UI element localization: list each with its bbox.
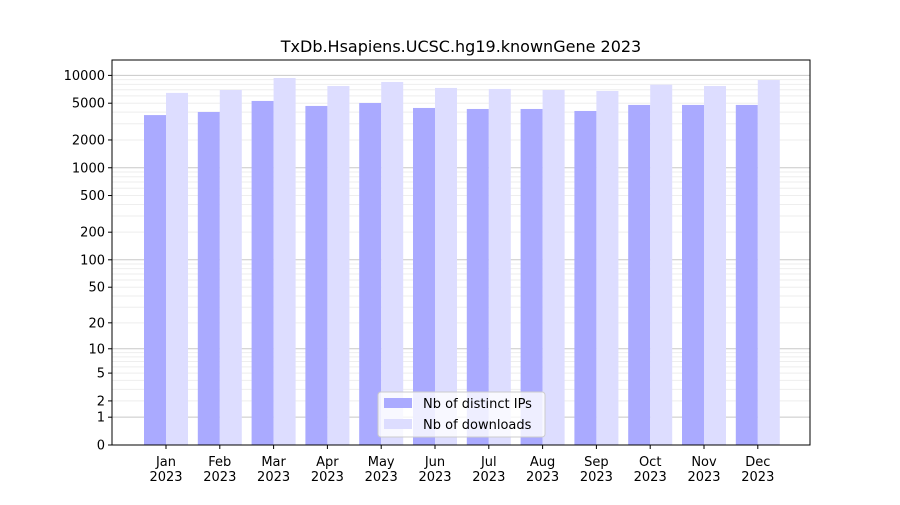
x-tick-label: 2023: [472, 470, 505, 485]
x-tick-label: May: [368, 455, 395, 470]
x-tick-label: Jan: [155, 455, 176, 470]
x-tick-label: Sep: [584, 455, 609, 470]
bar-downloads-9: [650, 84, 673, 446]
bar-ips-9: [628, 104, 651, 445]
x-tick-label: 2023: [311, 470, 344, 485]
bar-ips-7: [520, 108, 543, 445]
x-tick-label: Aug: [530, 455, 555, 470]
x-tick-label: Jul: [480, 455, 497, 470]
x-tick-label: Oct: [639, 455, 661, 470]
bar-downloads-8: [596, 90, 619, 445]
x-tick-label: Apr: [316, 455, 339, 470]
y-tick-label: 10: [88, 342, 105, 357]
bar-ips-1: [197, 111, 220, 445]
legend-swatch: [384, 419, 412, 429]
bar-downloads-2: [273, 78, 296, 445]
bar-ips-11: [735, 104, 758, 445]
x-tick-label: 2023: [741, 470, 774, 485]
bar-ips-4: [359, 102, 382, 446]
legend-swatch: [384, 398, 412, 408]
bar-downloads-4: [381, 81, 404, 445]
y-tick-label: 20: [88, 316, 105, 331]
x-tick-label: 2023: [365, 470, 398, 485]
y-tick-label: 0: [97, 439, 105, 454]
bar-downloads-0: [166, 92, 188, 445]
x-tick-label: Nov: [691, 455, 717, 470]
legend-label: Nb of downloads: [423, 418, 532, 433]
bar-downloads-6: [488, 88, 511, 445]
x-tick-label: Dec: [745, 455, 770, 470]
bar-ips-0: [144, 115, 166, 445]
bar-downloads-7: [542, 89, 565, 446]
x-tick-label: 2023: [526, 470, 559, 485]
x-tick-label: Feb: [208, 455, 231, 470]
bar-downloads-10: [704, 86, 726, 446]
chart-title: TxDb.Hsapiens.UCSC.hg19.knownGene 2023: [280, 37, 641, 56]
y-tick-label: 2: [97, 394, 105, 409]
legend-label: Nb of distinct IPs: [423, 397, 532, 412]
y-tick-label: 50: [88, 281, 105, 296]
x-tick-label: 2023: [687, 470, 720, 485]
y-tick-label: 1000: [72, 161, 105, 176]
bar-ips-10: [682, 104, 704, 445]
y-tick-label: 5: [97, 367, 105, 382]
y-tick-label: 2000: [72, 133, 105, 148]
bar-downloads-5: [435, 87, 457, 446]
y-tick-label: 10000: [64, 69, 105, 84]
y-tick-label: 500: [80, 189, 105, 204]
x-tick-label: 2023: [634, 470, 667, 485]
y-tick-label: 1: [97, 411, 105, 426]
bar-ips-6: [466, 108, 489, 445]
x-tick-label: 2023: [580, 470, 613, 485]
legend: Nb of distinct IPs Nb of downloads: [377, 391, 546, 438]
x-tick-label: 2023: [257, 470, 290, 485]
x-tick-label: 2023: [418, 470, 451, 485]
bar-ips-5: [413, 107, 435, 445]
bar-ips-2: [251, 100, 274, 445]
x-tick-label: Mar: [261, 455, 286, 470]
bar-downloads-3: [327, 86, 350, 446]
plot-frame: [111, 59, 811, 446]
legend-box: [377, 391, 546, 438]
x-tick-label: 2023: [149, 470, 182, 485]
bar-downloads-1: [219, 89, 242, 446]
bar-downloads-11: [757, 80, 780, 445]
bar-ips-3: [305, 105, 328, 445]
y-tick-label: 100: [80, 253, 105, 268]
y-tick-label: 200: [80, 226, 105, 241]
x-tick-label: Jun: [424, 455, 445, 470]
x-tick-label: 2023: [203, 470, 236, 485]
y-tick-label: 5000: [72, 97, 105, 112]
bar-ips-8: [574, 110, 597, 445]
